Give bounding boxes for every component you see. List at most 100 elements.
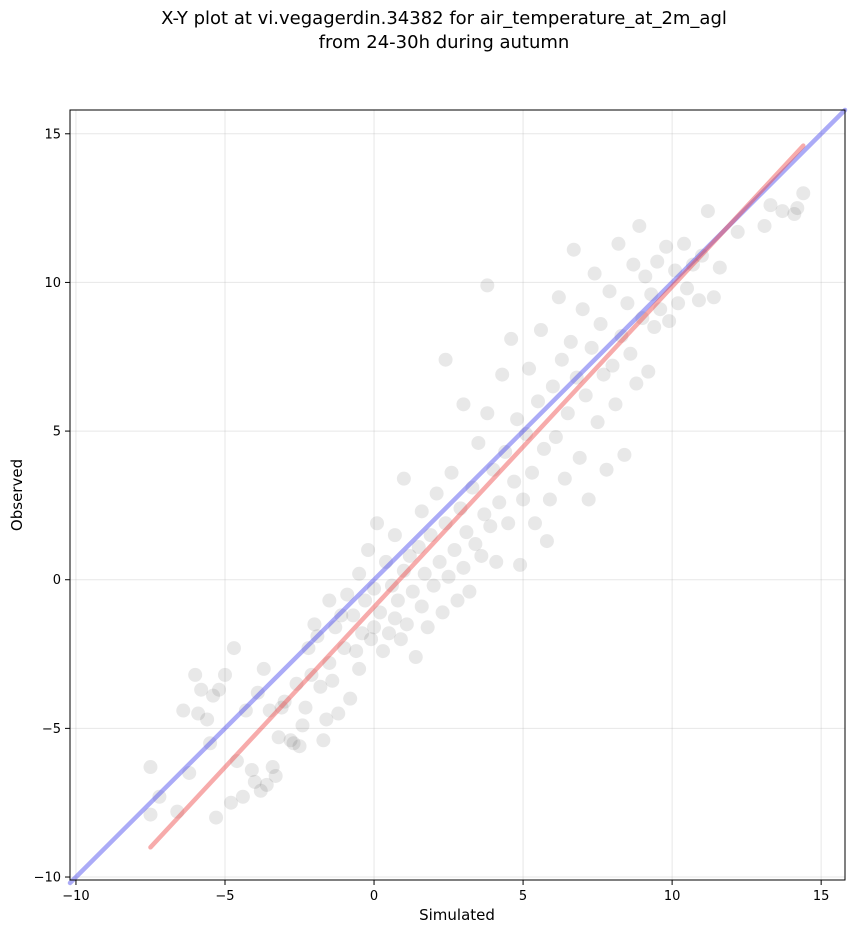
data-point-129	[545, 379, 560, 394]
data-point-95	[450, 593, 465, 608]
data-point-68	[381, 626, 396, 641]
data-point-143	[587, 266, 602, 281]
data-point-126	[536, 441, 551, 456]
data-point-47	[325, 673, 340, 688]
data-point-9	[200, 712, 215, 727]
data-point-62	[367, 581, 382, 596]
data-point-145	[593, 317, 608, 332]
data-point-118	[513, 557, 528, 572]
data-point-181	[775, 204, 790, 219]
data-point-87	[429, 486, 444, 501]
data-point-100	[462, 584, 477, 599]
data-point-17	[229, 754, 244, 769]
y-tick-label-0: −10	[34, 871, 61, 886]
data-point-56	[352, 566, 367, 581]
data-point-51	[337, 641, 352, 656]
data-point-178	[730, 224, 745, 239]
data-point-103	[471, 435, 486, 450]
data-point-158	[632, 218, 647, 233]
data-point-107	[480, 406, 495, 421]
data-point-119	[516, 492, 531, 507]
data-point-109	[486, 462, 501, 477]
data-point-132	[554, 352, 569, 367]
identity-line	[67, 107, 848, 886]
x-tick-label-3: 5	[519, 889, 527, 904]
data-point-2	[152, 789, 167, 804]
data-point-167	[662, 314, 677, 329]
y-tick-label-1: −5	[42, 722, 61, 737]
y-axis-ticks: −10 −5 0 5 10 15	[34, 127, 70, 886]
data-point-71	[387, 528, 402, 543]
data-point-173	[691, 293, 706, 308]
data-point-108	[483, 519, 498, 534]
data-point-8	[194, 682, 209, 697]
data-point-23	[253, 783, 268, 798]
data-point-21	[247, 774, 262, 789]
data-point-130	[548, 430, 563, 445]
data-point-164	[650, 254, 665, 269]
data-point-22	[250, 685, 265, 700]
data-point-122	[525, 465, 540, 480]
data-point-5	[182, 765, 197, 780]
data-point-24	[256, 661, 271, 676]
data-point-48	[328, 620, 343, 635]
data-point-121	[522, 361, 537, 376]
data-point-166	[659, 239, 674, 254]
data-point-13	[209, 810, 224, 825]
data-point-11	[206, 688, 221, 703]
data-point-141	[581, 492, 596, 507]
x-axis-label: Simulated	[419, 906, 495, 924]
data-point-156	[626, 257, 641, 272]
data-point-154	[620, 296, 635, 311]
data-point-7	[191, 706, 206, 721]
data-point-50	[334, 608, 349, 623]
data-point-14	[218, 667, 232, 682]
data-point-10	[203, 736, 218, 751]
data-point-26	[262, 703, 277, 718]
data-point-150	[608, 397, 623, 412]
data-point-151	[611, 236, 626, 251]
data-point-80	[411, 540, 426, 555]
data-point-19	[238, 703, 253, 718]
data-point-153	[617, 447, 632, 462]
data-point-52	[340, 587, 355, 602]
data-point-89	[435, 605, 450, 620]
data-point-76	[399, 617, 414, 632]
data-point-127	[539, 534, 554, 549]
data-point-165	[653, 302, 668, 317]
fit-line	[148, 143, 806, 850]
data-point-169	[671, 296, 686, 311]
data-point-138	[572, 450, 587, 465]
data-point-65	[373, 605, 387, 620]
chart-title-line2: from 24-30h during autumn	[319, 32, 570, 53]
y-tick-label-4: 10	[44, 276, 61, 291]
data-point-86	[426, 578, 441, 593]
data-point-106	[480, 278, 495, 293]
data-point-88	[432, 554, 447, 569]
data-point-140	[578, 388, 593, 403]
data-point-40	[307, 617, 322, 632]
data-point-96	[453, 501, 468, 516]
data-point-135	[563, 334, 578, 349]
data-point-0	[143, 760, 158, 775]
data-point-55	[349, 644, 364, 659]
data-point-1	[143, 807, 158, 822]
data-point-131	[551, 290, 566, 305]
x-tick-label-1: −5	[215, 889, 234, 904]
data-point-137	[569, 370, 584, 385]
data-point-133	[557, 471, 572, 486]
data-point-97	[456, 560, 471, 575]
data-point-102	[468, 537, 483, 552]
x-axis-ticks: −10 −5 0 5 10 15	[62, 880, 829, 904]
data-point-36	[295, 718, 310, 733]
scatter-points	[143, 186, 811, 825]
data-point-116	[507, 474, 522, 489]
data-point-25	[259, 777, 274, 792]
data-point-177	[712, 260, 727, 275]
data-point-139	[575, 302, 590, 317]
plot-frame	[69, 109, 846, 881]
data-point-104	[474, 548, 489, 563]
data-point-125	[533, 323, 548, 337]
data-point-33	[286, 736, 301, 751]
data-point-184	[796, 186, 811, 201]
